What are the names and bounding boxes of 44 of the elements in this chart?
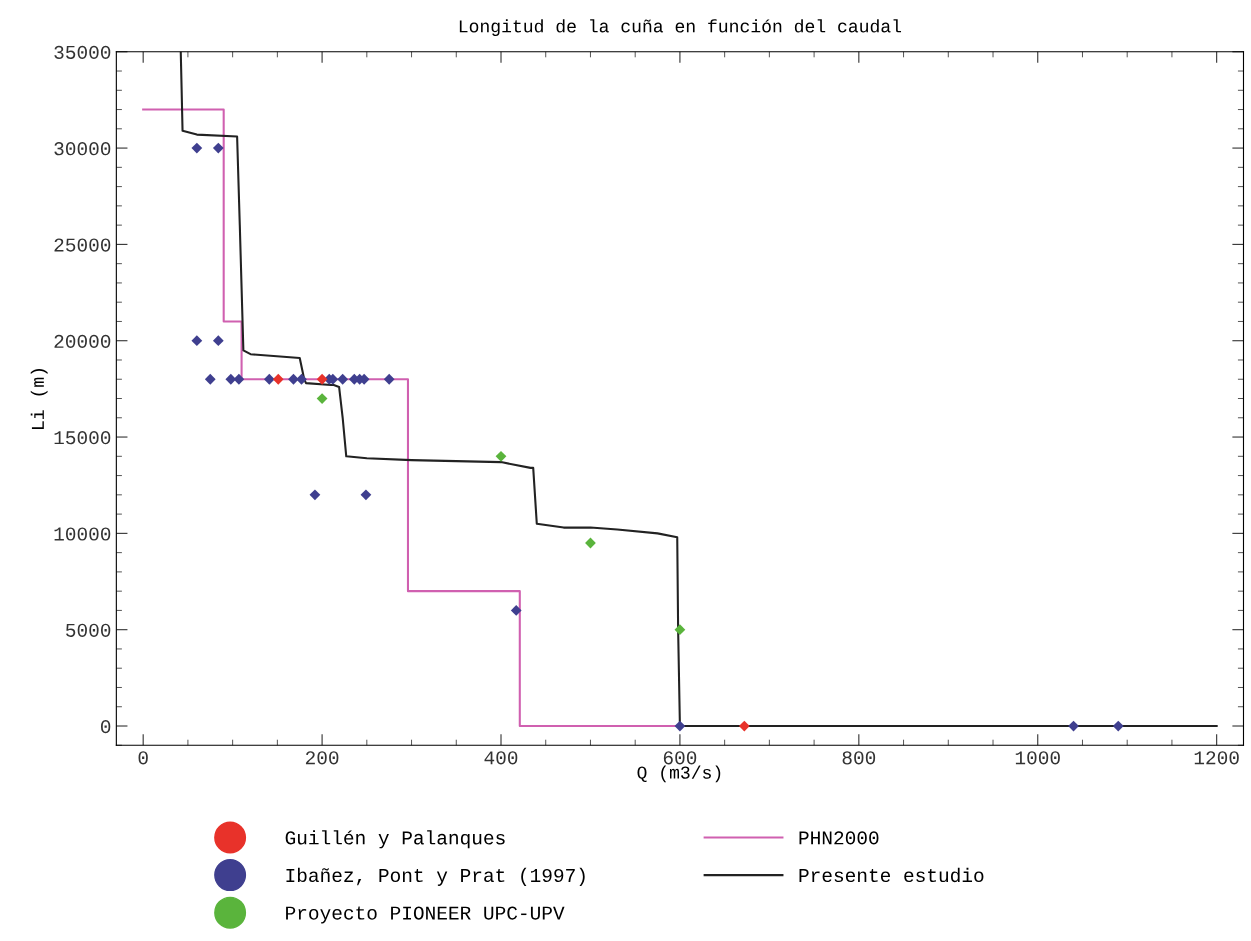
point: [316, 373, 328, 385]
x-tick-label: 200: [305, 751, 339, 765]
legend-label: Guillén y Palanques: [285, 830, 505, 849]
y-tick-label: 25000: [54, 238, 111, 252]
point: [191, 335, 203, 347]
point: [212, 142, 224, 154]
point: [360, 489, 372, 501]
legend-label: Ibañez, Pont y Prat (1997): [286, 867, 585, 886]
legend-label: Presente estudio: [799, 867, 984, 883]
point: [383, 373, 395, 385]
point: [212, 335, 224, 347]
point: [309, 489, 321, 501]
point: [674, 624, 686, 636]
point: [738, 720, 750, 732]
y-tick-label: 5000: [66, 623, 111, 637]
x-tick-label: 800: [842, 751, 876, 765]
point: [204, 373, 216, 385]
point: [191, 142, 203, 154]
point: [233, 373, 245, 385]
y-tick-label: 0: [100, 720, 111, 734]
x-tick-label: 1200: [1194, 751, 1239, 765]
legend-label: PHN2000: [799, 831, 879, 845]
point: [510, 605, 522, 616]
point: [272, 373, 284, 385]
y-tick-label: 30000: [54, 142, 111, 156]
legend-label: Proyecto PIONEER UPC-UPV: [286, 906, 565, 924]
y-tick-label: 15000: [54, 431, 111, 445]
x-tick-label: 600: [663, 751, 697, 765]
point: [296, 373, 307, 385]
x-axis-title: Q (m3/s): [637, 765, 721, 783]
x-tick-label: 400: [484, 751, 518, 765]
point: [337, 373, 349, 385]
point: [1112, 720, 1124, 732]
y-axis-title: Li (m): [30, 369, 48, 429]
point: [288, 373, 299, 385]
y-tick-label: 10000: [54, 527, 111, 541]
chart-title: Longitud de la cuña en función del caudal: [459, 19, 902, 37]
point: [263, 373, 275, 385]
point: [674, 720, 686, 732]
x-tick-label: 1000: [1015, 751, 1060, 765]
point: [495, 450, 507, 462]
x-tick-label: 0: [138, 751, 148, 765]
y-tick-label: 20000: [54, 334, 111, 348]
y-tick-label: 35000: [54, 45, 111, 59]
